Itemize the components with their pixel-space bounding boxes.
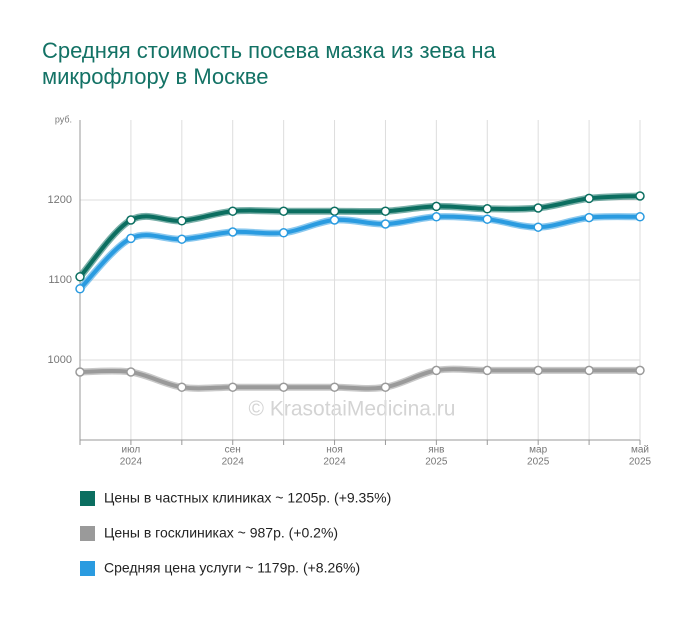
x-tick-label: ноя [326, 445, 343, 456]
data-point [278, 228, 289, 238]
data-point [75, 272, 85, 282]
x-tick-label: июл [122, 445, 141, 456]
data-point [329, 382, 340, 392]
data-point [533, 365, 543, 376]
data-point [278, 206, 289, 216]
x-tick-label: 2025 [425, 457, 448, 468]
legend-swatch [80, 561, 95, 576]
x-tick-label: май [631, 445, 649, 456]
series-line-outline [77, 213, 641, 292]
data-point [227, 382, 238, 392]
data-point [126, 215, 136, 225]
legend-label: Средняя цена услуги ~ 1179р. (+8.26%) [104, 560, 360, 576]
data-point [482, 214, 493, 224]
x-tick-label: 2025 [527, 457, 550, 468]
legend-label: Цены в частных клиниках ~ 1205р. (+9.35%… [104, 490, 391, 506]
data-point [431, 365, 442, 376]
data-point [584, 193, 594, 204]
data-point [482, 204, 493, 214]
data-point [126, 367, 136, 377]
data-point [635, 212, 645, 222]
x-tick-label: сен [225, 445, 241, 456]
data-point [431, 201, 442, 212]
data-point [177, 234, 187, 244]
data-point [126, 233, 136, 244]
legend-label: Цены в госклиниках ~ 987р. (+0.2%) [104, 525, 338, 541]
data-point [177, 382, 187, 392]
y-tick-label: 1200 [48, 194, 72, 206]
data-point [380, 206, 391, 216]
chart-title: Средняя стоимость посева мазка из зева н… [42, 38, 496, 89]
data-point [227, 227, 238, 237]
data-point [380, 219, 391, 229]
data-point [482, 365, 493, 376]
y-tick-label: 1100 [48, 274, 72, 286]
x-tick-label: 2024 [323, 457, 346, 468]
data-point [635, 191, 645, 201]
x-tick-label: 2025 [629, 457, 652, 468]
data-point [75, 367, 85, 377]
legend-swatch [80, 491, 95, 506]
legend-swatch [80, 526, 95, 541]
watermark: © KrasotaiMedicina.ru [249, 398, 456, 421]
x-tick-label: 2024 [120, 457, 143, 468]
x-tick-label: янв [428, 445, 444, 456]
data-point [431, 212, 442, 222]
data-point [227, 206, 238, 216]
data-point [329, 215, 340, 225]
data-point [177, 216, 187, 226]
y-tick-label: 1000 [48, 354, 72, 366]
x-tick-label: мар [529, 445, 547, 456]
data-point [75, 284, 85, 294]
y-tick-label: руб. [55, 114, 72, 124]
data-point [329, 206, 340, 216]
data-point [533, 203, 543, 213]
data-point [584, 365, 594, 376]
data-point [635, 365, 645, 376]
data-point [584, 212, 594, 223]
data-point [533, 222, 543, 232]
data-point [380, 382, 391, 392]
data-point [278, 382, 289, 392]
x-tick-label: 2024 [222, 457, 245, 468]
